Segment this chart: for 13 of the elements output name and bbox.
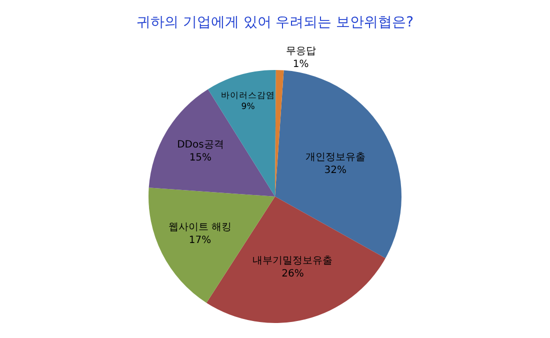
slice-label: 개인정보유출 [305, 152, 366, 163]
slice-label: DDos공격 [177, 140, 224, 151]
slice-label: 내부기밀정보유출 [252, 255, 333, 266]
data-label: 17% [188, 235, 212, 246]
data-label: 15% [189, 152, 212, 164]
data-label: 26% [282, 268, 304, 280]
data-label: 9% [241, 102, 255, 112]
slice-label: 웹사이트 해킹 [168, 222, 232, 234]
data-label: 32% [324, 164, 346, 176]
chart-title: 귀하의 기업에게 있어 우려되는 보안위협은? [136, 14, 414, 31]
slice-label: 무응답 [286, 46, 316, 58]
data-label: 1% [292, 59, 309, 70]
slice-label: 바이러스감염 [221, 90, 276, 101]
